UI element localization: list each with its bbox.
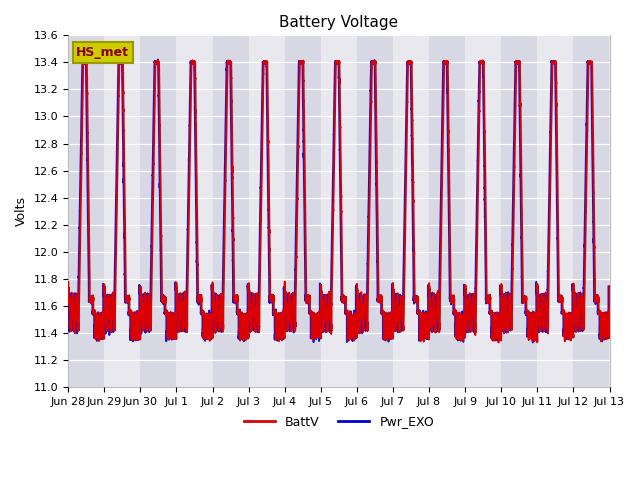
Bar	[357, 36, 393, 387]
Bar	[285, 36, 321, 387]
Text: HS_met: HS_met	[76, 46, 129, 59]
Bar	[177, 36, 212, 387]
Bar	[465, 36, 501, 387]
Bar	[538, 36, 573, 387]
Bar	[248, 36, 285, 387]
Bar	[140, 36, 177, 387]
Bar	[212, 36, 248, 387]
Legend: BattV, Pwr_EXO: BattV, Pwr_EXO	[239, 410, 439, 433]
Title: Battery Voltage: Battery Voltage	[279, 15, 398, 30]
Bar	[68, 36, 104, 387]
Bar	[501, 36, 538, 387]
Bar	[104, 36, 140, 387]
Bar	[393, 36, 429, 387]
Bar	[573, 36, 609, 387]
Bar	[429, 36, 465, 387]
Y-axis label: Volts: Volts	[15, 196, 28, 226]
Bar	[321, 36, 357, 387]
